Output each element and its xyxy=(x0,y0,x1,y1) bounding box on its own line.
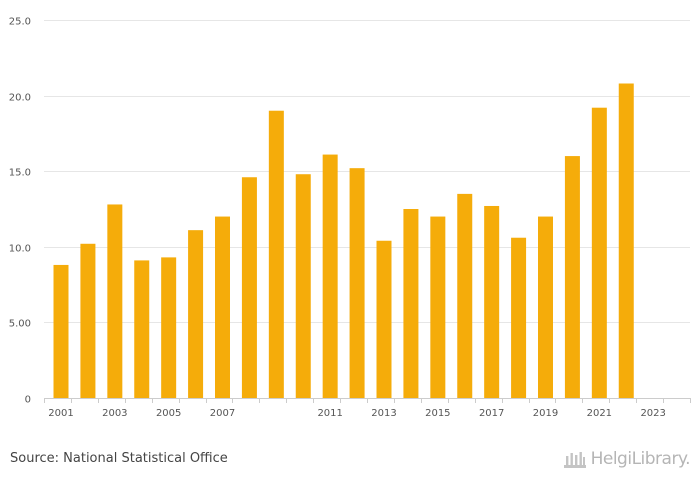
x-tick-label: 2003 xyxy=(102,408,127,419)
helgi-library-logo[interactable]: HelgiLibrary. xyxy=(563,449,691,469)
source-note: Source: National Statistical Office xyxy=(10,451,228,466)
bar-2006 xyxy=(188,230,204,398)
bar-2001 xyxy=(53,264,69,398)
y-axis-ticks: 0 5.00 10.0 15.0 20.0 25.0 xyxy=(9,17,31,406)
y-tick-label: 0 xyxy=(25,395,31,406)
bar-2022 xyxy=(618,83,634,398)
x-tick-label: 2011 xyxy=(317,408,342,419)
bar-2004 xyxy=(134,260,150,398)
bar-2005 xyxy=(161,257,177,398)
bar-2019 xyxy=(538,216,553,398)
y-tick-label: 20.0 xyxy=(9,93,31,104)
bar-2003 xyxy=(107,204,123,398)
bar-2009 xyxy=(268,110,284,398)
bar-2011 xyxy=(322,154,338,398)
bar-2018 xyxy=(511,237,527,398)
bar-2008 xyxy=(241,177,257,398)
x-tick-label: 2017 xyxy=(479,408,504,419)
y-tick-label: 10.0 xyxy=(9,244,31,255)
bar-2014 xyxy=(403,209,419,398)
x-tick-label: 2013 xyxy=(371,408,396,419)
bar-2015 xyxy=(430,216,446,398)
bars xyxy=(53,83,634,399)
bar-2020 xyxy=(564,156,580,398)
x-tick-label: 2005 xyxy=(156,408,181,419)
bar-2017 xyxy=(484,205,500,398)
x-tick-label: 2023 xyxy=(640,408,665,419)
bar-2010 xyxy=(295,174,311,398)
bar-2021 xyxy=(591,107,607,399)
x-tick-label: 2021 xyxy=(587,408,612,419)
library-building-icon xyxy=(563,452,586,468)
y-tick-label: 5.00 xyxy=(9,319,31,330)
bar-2013 xyxy=(376,240,392,398)
x-axis-ticks: 2001 2003 2005 2007 2011 2013 2015 2017 2019 2021… xyxy=(44,398,691,419)
x-tick-label: 2007 xyxy=(210,408,235,419)
y-tick-label: 15.0 xyxy=(9,168,31,179)
bar-2002 xyxy=(80,243,96,398)
x-tick-label: 2019 xyxy=(533,408,558,419)
y-tick-label: 25.0 xyxy=(9,17,31,28)
bar-2007 xyxy=(215,216,230,398)
bar-2016 xyxy=(457,193,473,398)
bar-2012 xyxy=(349,168,365,398)
logo-text: HelgiLibrary. xyxy=(590,449,691,469)
x-tick-label: 2001 xyxy=(48,408,73,419)
gridlines xyxy=(44,20,690,323)
x-tick-label: 2015 xyxy=(425,408,450,419)
